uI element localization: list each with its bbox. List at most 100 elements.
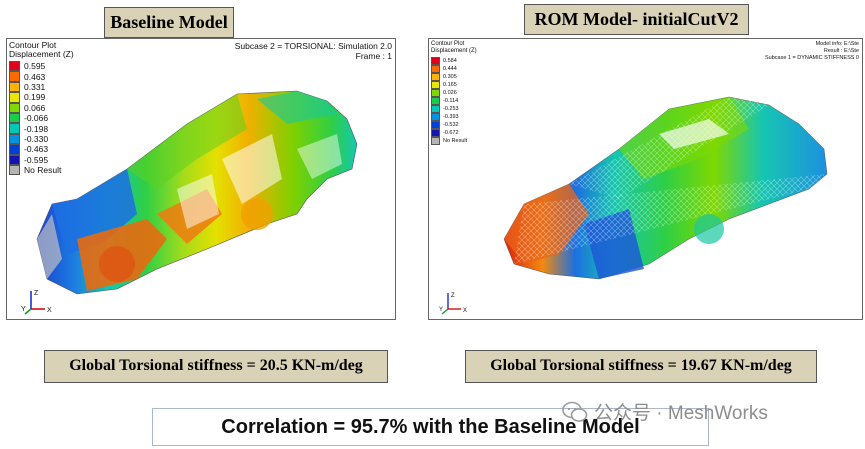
legend-swatch: [431, 57, 440, 65]
rom-car-body-contour: [503, 96, 828, 280]
axis-y-label: Y: [439, 307, 443, 313]
legend-value: 0.066: [24, 102, 46, 113]
baseline-contour-legend: 0.595 0.463 0.331 0.199 0.066 -0.066 -0.198 -0.…: [9, 61, 62, 176]
plot-type-label: Contour Plot: [431, 41, 465, 47]
legend-swatch: [431, 105, 440, 113]
legend-swatch: [431, 73, 440, 81]
baseline-plot-header: Contour Plot Displacement (Z): [9, 41, 74, 59]
legend-row: 0.305: [431, 73, 467, 81]
legend-row: -0.672: [431, 129, 467, 137]
legend-value: 0.444: [443, 66, 457, 72]
legend-value: -0.253: [443, 106, 459, 112]
axis-triad-icon: Z Y X: [439, 293, 467, 315]
legend-row: 0.444: [431, 65, 467, 73]
legend-row: -0.595: [9, 154, 61, 165]
legend-swatch: [9, 123, 20, 134]
legend-row: -0.330: [9, 133, 61, 145]
legend-row: -0.066: [9, 112, 61, 124]
legend-row: 0.165: [431, 81, 467, 89]
rom-model-info: Model info: E:\Ste Result : E:\Ste Subca…: [765, 41, 859, 62]
legend-row: 0.026: [431, 89, 467, 97]
baseline-subcase-info: Subcase 2 = TORSIONAL: Simulation 2.0 Fr…: [235, 41, 392, 61]
legend-row: -0.114: [431, 97, 467, 105]
plot-type-label: Contour Plot: [9, 40, 57, 50]
legend-swatch: [431, 113, 440, 121]
legend-swatch: [431, 129, 440, 137]
baseline-car-body-contour: [36, 90, 358, 295]
legend-swatch: [9, 61, 20, 72]
axis-y-label: Y: [21, 306, 26, 313]
legend-swatch: [431, 97, 440, 105]
legend-value: 0.463: [24, 71, 46, 82]
baseline-contour-panel: Contour Plot Displacement (Z) Subcase 2 …: [6, 38, 396, 320]
legend-swatch: [9, 144, 20, 155]
axis-z-label: Z: [34, 290, 39, 297]
legend-swatch: [9, 102, 20, 113]
subcase-label: Subcase 1 = DYNAMIC STIFFNESS 0: [765, 55, 859, 61]
legend-swatch: [9, 81, 20, 93]
legend-value: -0.330: [24, 133, 49, 144]
legend-no-result-label: No Result: [443, 138, 468, 144]
baseline-title: Baseline Model: [104, 7, 234, 38]
legend-value: -0.393: [443, 114, 459, 120]
wechat-logo-icon: [562, 401, 588, 422]
watermark: 公众号 · MeshWorks: [562, 398, 768, 425]
subcase-label: Subcase 2 = TORSIONAL: Simulation 2.0: [234, 41, 392, 51]
legend-value: -0.595: [24, 154, 49, 165]
legend-row: -0.198: [9, 123, 61, 134]
legend-no-result-label: No Result: [24, 165, 62, 176]
legend-row: -0.253: [431, 105, 467, 113]
legend-row: -0.532: [431, 121, 467, 129]
legend-value: 0.595: [24, 61, 46, 72]
legend-no-result-row: No Result: [431, 137, 467, 145]
legend-value: -0.463: [24, 144, 49, 155]
legend-swatch: [431, 65, 440, 73]
legend-swatch: [431, 89, 440, 97]
legend-swatch: [9, 112, 20, 124]
legend-value: 0.331: [24, 81, 46, 92]
correlation-label: Correlation = 95.7% with the Baseline Mo…: [152, 408, 709, 446]
legend-value: -0.198: [24, 123, 49, 134]
legend-swatch: [431, 81, 440, 89]
legend-swatch: [9, 164, 20, 176]
legend-row: 0.584: [431, 57, 467, 65]
legend-value: 0.584: [443, 58, 457, 64]
legend-swatch: [431, 121, 440, 129]
legend-swatch: [431, 137, 440, 145]
rom-contour-panel: Contour Plot Displacement (Z) Model info…: [428, 38, 863, 320]
legend-swatch: [9, 133, 20, 145]
legend-value: 0.165: [443, 82, 457, 88]
baseline-stiffness-label: Global Torsional stiffness = 20.5 KN-m/d…: [44, 350, 388, 383]
result-type-label: Displacement (Z): [9, 49, 74, 59]
legend-value: -0.532: [443, 122, 459, 128]
legend-swatch: [9, 154, 20, 165]
result-type-label: Displacement (Z): [431, 47, 477, 54]
legend-swatch: [9, 71, 20, 82]
watermark-text: 公众号 · MeshWorks: [594, 403, 768, 424]
legend-value: -0.066: [24, 113, 49, 124]
legend-row: 0.066: [9, 102, 61, 113]
legend-row: 0.463: [9, 71, 61, 82]
legend-value: -0.672: [443, 130, 459, 136]
legend-row: -0.393: [431, 113, 467, 121]
rom-stiffness-label: Global Torsional stiffness = 19.67 KN-m/…: [465, 350, 817, 383]
axis-x-label: X: [47, 307, 52, 314]
result-path-label: Result : E:\Ste: [823, 48, 859, 54]
axis-triad-icon: Z Y X: [21, 290, 52, 315]
legend-value: 0.305: [443, 74, 457, 80]
axis-x-label: X: [463, 308, 467, 314]
legend-row: 0.595: [9, 61, 61, 72]
rom-contour-legend: 0.584 0.444 0.305 0.165 0.026 -0.114 -0.253 -0.…: [431, 57, 467, 145]
model-info-label: Model info: E:\Ste: [815, 41, 859, 47]
legend-no-result-row: No Result: [9, 164, 62, 176]
rom-plot-header: Contour Plot Displacement (Z): [431, 41, 477, 54]
legend-value: 0.026: [443, 90, 457, 96]
axis-z-label: Z: [451, 293, 455, 299]
legend-value: 0.199: [24, 92, 46, 103]
rom-title: ROM Model- initialCutV2: [524, 4, 749, 35]
legend-row: -0.463: [9, 144, 61, 155]
frame-label: Frame : 1: [355, 51, 392, 61]
legend-swatch: [9, 92, 20, 103]
legend-value: -0.114: [443, 98, 459, 104]
legend-row: 0.331: [9, 81, 61, 93]
